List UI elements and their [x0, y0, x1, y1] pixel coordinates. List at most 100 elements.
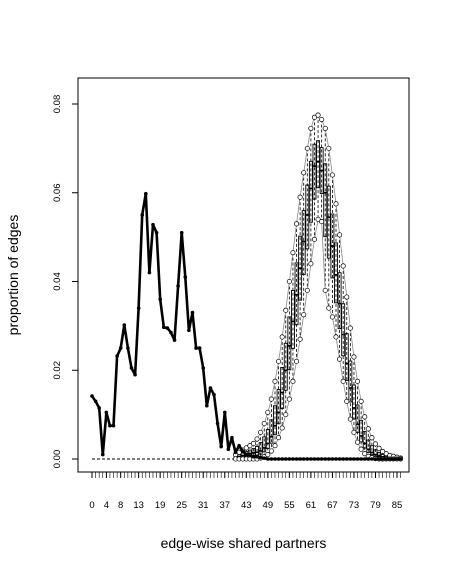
simulated-upper-bound-point — [311, 114, 318, 120]
simulated-upper-bound-point — [376, 445, 382, 451]
observed-point — [366, 457, 371, 461]
simulated-upper-bound-point — [304, 145, 310, 151]
y-tick-label: 0.02 — [52, 361, 63, 380]
observed-point — [258, 455, 263, 460]
simulated-upper-bound-point — [243, 445, 249, 451]
simulated-upper-bound-point — [372, 441, 379, 447]
simulated-box — [269, 419, 274, 444]
simulated-lower-bound-point — [311, 236, 318, 242]
observed-point — [262, 456, 267, 460]
observed-point — [151, 222, 155, 227]
simulated-lower-bound-point — [265, 452, 271, 458]
simulated-box — [290, 290, 295, 349]
x-axis-label: edge-wise shared partners — [161, 535, 327, 551]
observed-point — [280, 457, 284, 461]
x-tick-label: 0 — [89, 500, 94, 511]
simulated-box — [334, 242, 338, 304]
simulated-box — [326, 185, 331, 259]
simulated-box — [273, 405, 277, 436]
observed-point — [219, 444, 223, 449]
simulated-upper-bound-point — [326, 145, 332, 151]
simulated-lower-bound-point — [268, 448, 274, 454]
observed-point — [201, 366, 206, 370]
simulated-upper-bound-point — [293, 221, 300, 227]
simulated-lower-bound-point — [272, 443, 278, 449]
simulated-upper-bound-point — [365, 426, 371, 432]
simulated-upper-bound-point — [333, 201, 339, 207]
simulated-upper-bound-point — [272, 378, 278, 384]
x-tick-label: 61 — [306, 500, 317, 511]
x-tick-label: 73 — [349, 500, 360, 511]
observed-point — [118, 346, 123, 350]
observed-point — [205, 403, 209, 408]
observed-point — [122, 323, 127, 327]
simulated-lower-bound-point — [297, 336, 303, 342]
x-tick-label: 67 — [327, 500, 338, 511]
observed-point — [380, 457, 385, 461]
observed-point — [348, 457, 353, 461]
simulated-box — [344, 333, 349, 382]
simulated-upper-bound-point — [290, 250, 296, 256]
simulated-lower-bound-point — [333, 334, 339, 340]
simulated-lower-bound-point — [290, 378, 296, 384]
observed-point — [115, 354, 119, 358]
simulated-lower-bound-line — [235, 218, 401, 460]
y-tick-label: 0.06 — [52, 184, 63, 203]
simulated-upper-bound-point — [250, 440, 257, 447]
observed-point — [291, 457, 295, 461]
observed-point — [161, 325, 166, 330]
observed-point — [355, 457, 360, 461]
observed-point — [104, 410, 109, 415]
observed-point — [255, 454, 259, 459]
observed-point — [248, 453, 252, 458]
observed-point — [309, 457, 313, 461]
observed-point — [269, 457, 274, 461]
observed-point — [244, 452, 249, 457]
x-tick-label: 25 — [176, 500, 187, 511]
simulated-lower-bound-point — [347, 416, 353, 422]
simulated-upper-bound-point — [337, 232, 343, 238]
simulated-lower-bound-point — [308, 261, 314, 267]
simulated-box — [348, 360, 353, 403]
observed-point — [208, 386, 213, 390]
observed-point — [301, 457, 306, 461]
simulated-upper-bound-point — [268, 396, 274, 402]
x-tick-label: 49 — [263, 500, 274, 511]
observed-point — [283, 457, 288, 461]
observed-point — [222, 410, 227, 415]
simulated-upper-bound-point — [286, 278, 292, 285]
simulated-lower-bound-point — [293, 358, 300, 364]
simulated-lower-bound-point — [344, 398, 350, 404]
simulated-box — [362, 431, 367, 449]
observed-point — [395, 457, 399, 461]
observed-point — [147, 270, 152, 275]
simulated-upper-bound-point — [258, 429, 264, 435]
observed-point — [298, 457, 302, 461]
observed-point — [334, 457, 338, 461]
x-tick-label: 85 — [392, 500, 403, 511]
observed-point — [352, 457, 356, 461]
observed-point — [215, 421, 220, 426]
simulated-upper-bound-point — [319, 116, 325, 123]
observed-point — [373, 457, 378, 461]
simulated-upper-bound-point — [344, 294, 350, 300]
simulated-lower-bound-point — [340, 378, 346, 384]
simulated-upper-bound-point — [297, 194, 303, 200]
observed-point — [319, 457, 324, 461]
simulated-upper-bound-point — [301, 170, 307, 176]
simulated-upper-bound-point — [315, 112, 321, 118]
simulated-box — [258, 442, 263, 455]
observed-point — [111, 423, 116, 428]
simulated-lower-bound-point — [301, 312, 307, 318]
x-tick-label: 55 — [284, 500, 295, 511]
simulated-upper-bound-point — [279, 334, 285, 340]
x-tick-label: 8 — [118, 500, 123, 511]
simulated-upper-bound-point — [347, 325, 353, 331]
simulated-lower-bound-point — [276, 435, 282, 441]
simulated-upper-bound-point — [247, 443, 253, 449]
observed-point — [169, 330, 173, 335]
observed-point — [90, 394, 94, 398]
observed-point — [136, 306, 141, 310]
observed-point — [212, 392, 216, 397]
